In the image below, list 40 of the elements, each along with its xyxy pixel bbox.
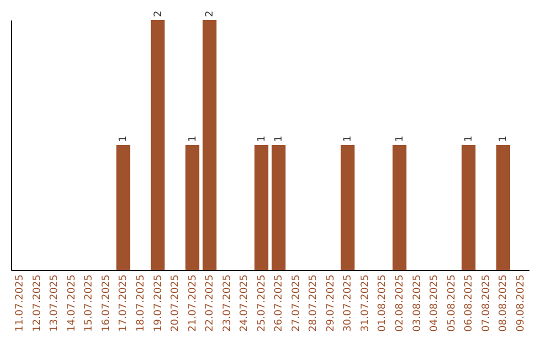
x-tick-label: 04.08.2025 [429, 274, 440, 332]
x-tick-label: 31.07.2025 [360, 274, 371, 332]
x-tick-label: 30.07.2025 [342, 274, 354, 332]
x-tick-label: 25.07.2025 [256, 274, 268, 332]
x-tick-label: 09.08.2025 [515, 274, 526, 332]
data-label: 1 [118, 136, 130, 142]
x-tick-label: 27.07.2025 [290, 274, 302, 332]
x-tick-label: 17.07.2025 [118, 274, 130, 332]
x-tick-label: 18.07.2025 [136, 274, 146, 332]
data-label: 1 [274, 136, 285, 142]
x-tick-label: 15.07.2025 [84, 274, 95, 332]
data-label: 1 [256, 136, 268, 142]
x-tick-label: 05.08.2025 [446, 274, 458, 332]
x-tick-label: 12.07.2025 [32, 274, 43, 332]
x-tick-label: 19.07.2025 [152, 274, 164, 332]
x-tick-label: 01.08.2025 [377, 274, 388, 332]
x-tick-label: 14.07.2025 [66, 274, 78, 332]
x-tick-label: 28.07.2025 [308, 274, 320, 332]
x-tick-label: 20.07.2025 [170, 274, 182, 332]
x-tick-label: 26.07.2025 [274, 274, 285, 332]
x-tick-label: 07.08.2025 [480, 274, 492, 332]
x-tick-label: 23.07.2025 [222, 274, 233, 332]
x-tick-label: 08.08.2025 [498, 274, 510, 332]
x-tick-label: 13.07.2025 [49, 274, 60, 332]
x-tick-label: 22.07.2025 [204, 274, 216, 332]
data-label: 1 [187, 136, 198, 142]
x-tick-label: 21.07.2025 [187, 274, 198, 332]
data-label: 1 [342, 136, 354, 142]
x-tick-label: 06.08.2025 [464, 274, 475, 332]
data-label: 2 [204, 10, 216, 17]
x-tick-label: 16.07.2025 [100, 274, 112, 332]
data-label: 1 [464, 136, 475, 142]
x-tick-label: 29.07.2025 [325, 274, 336, 332]
data-label: 2 [152, 10, 164, 17]
x-tick-label: 02.08.2025 [394, 274, 406, 332]
x-tick-label: 11.07.2025 [14, 274, 26, 332]
data-label: 1 [394, 136, 406, 142]
x-tick-label: 24.07.2025 [239, 274, 250, 332]
x-tick-label: 03.08.2025 [412, 274, 423, 332]
data-label: 1 [498, 136, 510, 142]
